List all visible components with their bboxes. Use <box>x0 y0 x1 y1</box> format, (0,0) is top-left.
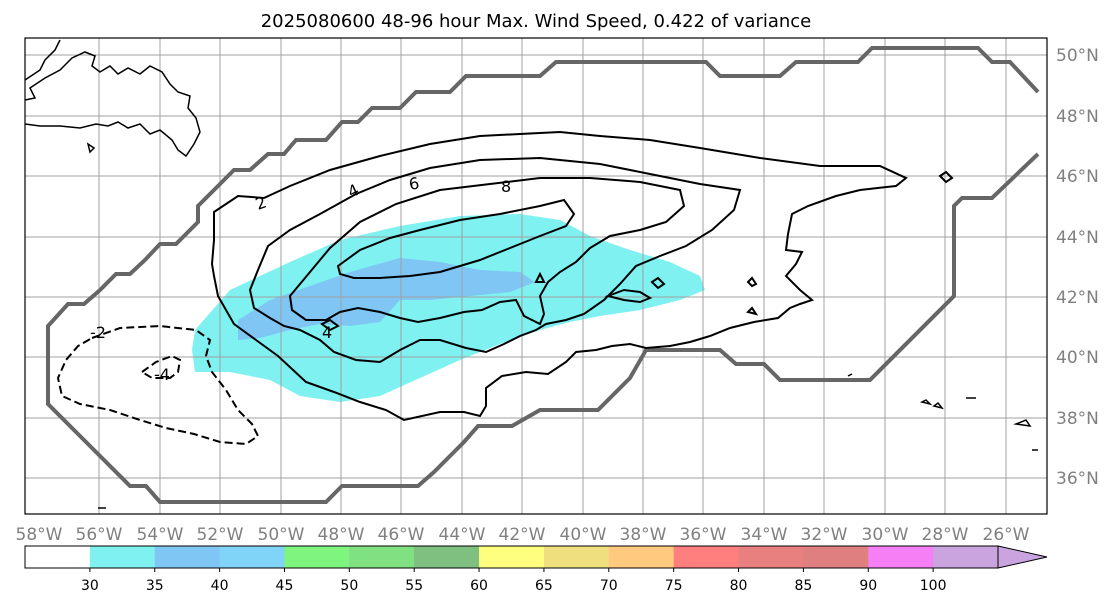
longitude-labels: 58°W 56°W 54°W 52°W 50°W 48°W 46°W 44°W … <box>16 525 1030 545</box>
contour-small-1 <box>534 271 546 283</box>
colorbar-swatch <box>219 546 285 568</box>
lon-tick-label: 54°W <box>137 525 184 545</box>
colorbar-swatch <box>608 546 675 568</box>
lon-tick-label: 50°W <box>258 525 305 545</box>
contour-label: 4 <box>322 323 332 342</box>
colorbar-tick-label: 60 <box>470 578 488 594</box>
colorbar-tick-label: 50 <box>340 578 358 594</box>
colorbar-swatch <box>543 546 610 568</box>
wind-contours <box>210 130 954 422</box>
colorbar: 30 35 40 45 50 55 60 65 70 75 80 85 90 100 <box>24 545 1048 594</box>
contour-small-5 <box>746 170 954 316</box>
coastline <box>24 39 1038 509</box>
colorbar-swatch <box>284 546 350 568</box>
lon-tick-label: 56°W <box>76 525 123 545</box>
colorbar-frame <box>24 545 999 569</box>
lon-tick-label: 44°W <box>439 525 486 545</box>
colorbar-tick-label: 75 <box>665 578 683 594</box>
contour-neg2 <box>56 324 260 446</box>
lon-tick-label: 46°W <box>378 525 425 545</box>
latitude-labels: 50°N 48°N 46°N 44°N 42°N 40°N 38°N 36°N <box>1056 46 1099 489</box>
contour-label: -2 <box>90 323 106 342</box>
contour-6 <box>288 177 686 326</box>
colorbar-tick-label: 85 <box>794 578 812 594</box>
contour-small-4 <box>320 318 340 332</box>
contour-label: -4 <box>154 365 170 384</box>
colorbar-swatch <box>933 546 999 568</box>
colorbar-swatch <box>349 546 415 568</box>
lat-tick-label: 38°N <box>1056 409 1099 429</box>
colorbar-tick-label: 100 <box>920 578 947 594</box>
lon-tick-label: 28°W <box>922 525 969 545</box>
contour-4 <box>248 156 742 364</box>
colorbar-tick-label: 80 <box>730 578 748 594</box>
contour-8 <box>336 198 576 279</box>
contour-small-3 <box>604 288 653 304</box>
lat-tick-label: 42°N <box>1056 288 1099 308</box>
lat-tick-label: 40°N <box>1056 348 1099 368</box>
lon-tick-label: 32°W <box>801 525 848 545</box>
colorbar-tick-label: 40 <box>211 578 229 594</box>
colorbar-swatch <box>738 546 804 568</box>
lon-tick-label: 48°W <box>318 525 365 545</box>
colorbar-swatch <box>479 546 545 568</box>
domain-boundary <box>46 46 1040 504</box>
figure-title: 2025080600 48-96 hour Max. Wind Speed, 0… <box>261 11 812 32</box>
graticule <box>25 38 1047 514</box>
contour-2 <box>210 130 908 422</box>
lat-tick-label: 46°N <box>1056 167 1099 187</box>
colorbar-swatch <box>868 546 934 568</box>
colorbar-swatch <box>673 546 740 568</box>
colorbar-tick-label: 45 <box>276 578 294 594</box>
negative-contours <box>56 324 260 446</box>
lon-tick-label: 38°W <box>620 525 667 545</box>
colorbar-tick-label: 65 <box>535 578 553 594</box>
lon-tick-label: 26°W <box>983 525 1030 545</box>
lon-tick-label: 42°W <box>499 525 546 545</box>
lon-tick-label: 30°W <box>862 525 909 545</box>
colorbar-tick-label: 70 <box>600 578 618 594</box>
contour-label: 6 <box>407 173 420 193</box>
colorbar-extend-arrow <box>997 545 1048 569</box>
colorbar-swatch <box>803 546 869 568</box>
lon-tick-label: 34°W <box>741 525 788 545</box>
lat-tick-label: 36°N <box>1056 469 1099 489</box>
lat-tick-label: 48°N <box>1056 107 1099 127</box>
lon-tick-label: 40°W <box>560 525 607 545</box>
map-panel: 2 4 6 8 4 -2 -4 <box>24 37 1048 515</box>
colorbar-swatch <box>154 546 221 568</box>
lat-tick-label: 44°N <box>1056 228 1099 248</box>
colorbar-swatch <box>414 546 480 568</box>
colorbar-swatch <box>25 546 91 568</box>
contour-small-2 <box>650 276 666 290</box>
colorbar-tick-label: 30 <box>81 578 99 594</box>
lat-tick-label: 50°N <box>1056 46 1099 66</box>
colorbar-tick-label: 55 <box>405 578 423 594</box>
colorbar-swatch <box>89 546 156 568</box>
contour-label: 8 <box>501 177 511 196</box>
lon-tick-label: 36°W <box>680 525 727 545</box>
lon-tick-label: 52°W <box>197 525 244 545</box>
colorbar-tick-label: 35 <box>146 578 164 594</box>
lon-tick-label: 58°W <box>16 525 63 545</box>
colorbar-tick-label: 90 <box>859 578 877 594</box>
contour-neg4 <box>140 354 182 379</box>
